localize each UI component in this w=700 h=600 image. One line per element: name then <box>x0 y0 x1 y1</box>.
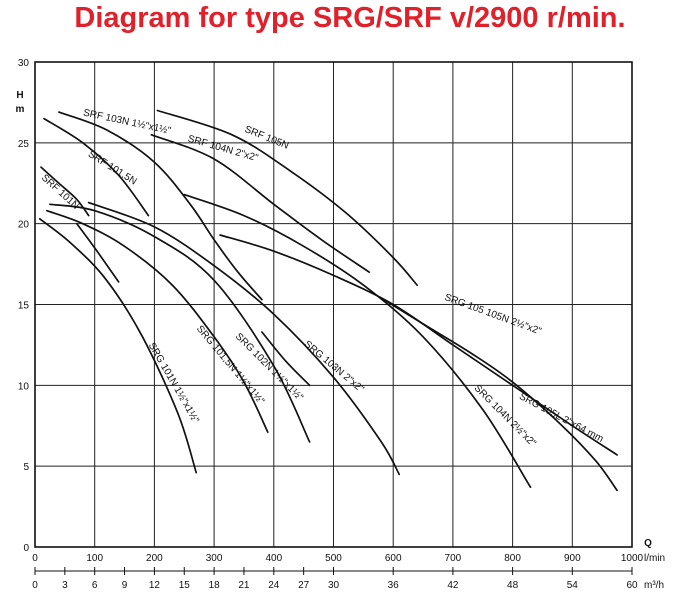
x-tick-label-m3h: 42 <box>447 580 459 591</box>
plot-frame <box>34 61 633 548</box>
curve-label: SRF 105N <box>243 124 290 152</box>
pump-curve <box>380 297 618 492</box>
y-tick-label: 30 <box>18 58 30 69</box>
pump-curve <box>58 111 263 301</box>
x-tick-label-lmin: 600 <box>385 553 402 564</box>
pump-curve <box>46 209 269 434</box>
x-tick-label-lmin: 100 <box>86 553 103 564</box>
x-tick-label-m3h: 18 <box>209 580 221 591</box>
x-tick-label-m3h: 15 <box>179 580 191 591</box>
x-tick-label-lmin: 700 <box>445 553 462 564</box>
x-tick-label-m3h: 36 <box>388 580 400 591</box>
x-tick-label-m3h: 9 <box>122 580 128 591</box>
x-tick-label-lmin: 1000 <box>621 553 644 564</box>
curve-label: SRG 105 105N 2½"x2" <box>443 292 543 337</box>
x-tick-label-m3h: 60 <box>626 580 638 591</box>
y-axis-letter: H <box>16 90 23 101</box>
y-tick-label: 0 <box>23 543 29 554</box>
x-tick-label-lmin: 0 <box>32 553 38 564</box>
x-unit-lmin: l/min <box>644 553 665 564</box>
y-tick-label: 10 <box>18 381 30 392</box>
pump-curve <box>183 193 532 489</box>
pump-curve <box>43 117 150 217</box>
x-tick-label-m3h: 3 <box>62 580 68 591</box>
pump-curve <box>156 109 418 286</box>
x-tick-label-m3h: 0 <box>32 580 38 591</box>
curve-label: SRF 103N 1½"x1½" <box>82 108 172 137</box>
pump-curve <box>261 331 311 387</box>
curve-label: SRF 104N 2"x2" <box>186 134 259 165</box>
x-tick-label-lmin: 200 <box>146 553 163 564</box>
y-tick-label: 20 <box>18 220 30 231</box>
curve-label: SRG 104N 2½"x2" <box>472 383 539 450</box>
y-tick-label: 25 <box>18 139 30 150</box>
x-unit-m3h: m³/h <box>644 580 664 591</box>
y-tick-label: 15 <box>18 301 30 312</box>
x-tick-label-m3h: 30 <box>328 580 340 591</box>
x-tick-label-m3h: 21 <box>238 580 250 591</box>
pump-curve <box>75 222 120 283</box>
x-tick-label-m3h: 54 <box>567 580 579 591</box>
x-tick-label-m3h: 27 <box>298 580 310 591</box>
pump-curve <box>150 133 371 274</box>
x-tick-label-lmin: 800 <box>504 553 521 564</box>
y-axis-unit: m <box>16 104 25 115</box>
x-tick-label-lmin: 400 <box>265 553 282 564</box>
pump-curve <box>38 217 198 474</box>
curve-label: SRF 101,5N <box>86 149 138 187</box>
x-tick-label-lmin: 500 <box>325 553 342 564</box>
y-tick-label: 5 <box>23 462 29 473</box>
x-tick-label-m3h: 6 <box>92 580 98 591</box>
chart-title: Diagram for type SRG/SRF v/2900 r/min. <box>74 2 626 34</box>
x-tick-label-lmin: 300 <box>206 553 223 564</box>
x-tick-label-lmin: 900 <box>564 553 581 564</box>
pump-curve <box>87 201 401 476</box>
pump-curve <box>49 203 311 443</box>
x-tick-label-m3h: 12 <box>149 580 161 591</box>
x-axis-letter: Q <box>644 538 652 549</box>
x-tick-label-m3h: 48 <box>507 580 519 591</box>
x-tick-label-m3h: 24 <box>268 580 280 591</box>
